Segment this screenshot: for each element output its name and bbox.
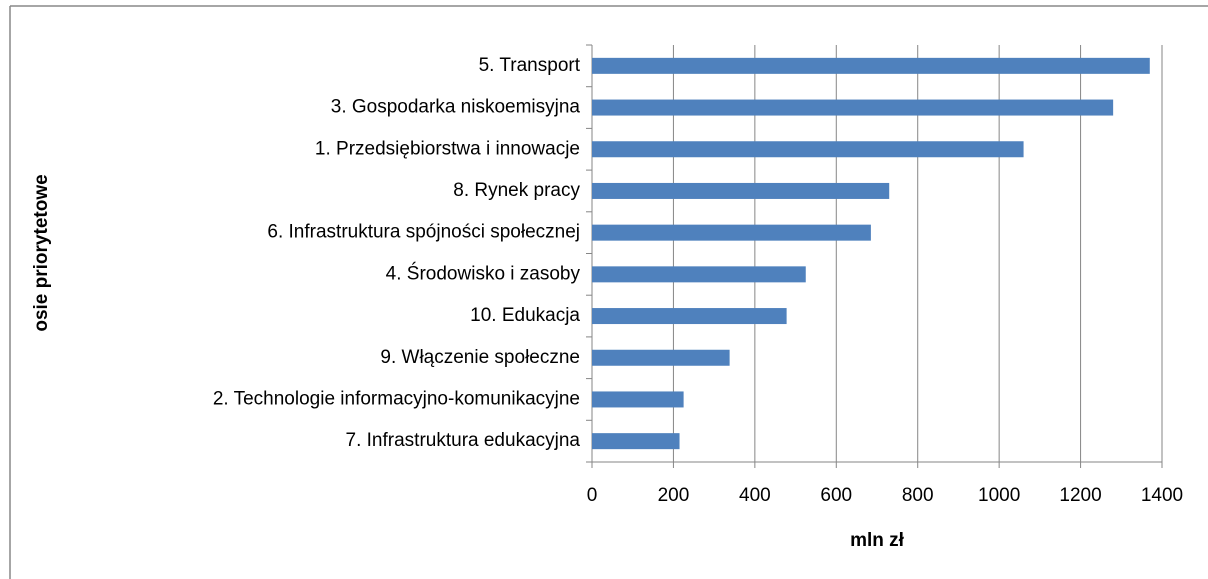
x-tick-label: 200 bbox=[658, 485, 690, 506]
x-tick-label: 800 bbox=[902, 485, 934, 506]
bar bbox=[592, 349, 730, 366]
x-tick-label: 1200 bbox=[1059, 485, 1101, 506]
x-tick-label: 0 bbox=[587, 485, 598, 506]
y-tick-label: 10. Edukacja bbox=[470, 305, 580, 326]
y-tick-label: 1. Przedsiębiorstwa i innowacje bbox=[315, 138, 580, 159]
y-tick-label: 4. Środowisko i zasoby bbox=[386, 262, 581, 284]
bar bbox=[592, 99, 1114, 116]
x-tick-label: 600 bbox=[820, 485, 852, 506]
x-tick-label: 400 bbox=[739, 485, 771, 506]
y-tick-label: 8. Rynek pracy bbox=[453, 180, 580, 201]
bar bbox=[592, 141, 1024, 158]
bar bbox=[592, 308, 787, 325]
bar bbox=[592, 433, 680, 450]
bar bbox=[592, 182, 890, 199]
bar bbox=[592, 57, 1150, 74]
y-axis-title: osie priorytetowe bbox=[31, 174, 52, 331]
x-tick-label: 1000 bbox=[978, 485, 1020, 506]
bar bbox=[592, 266, 806, 283]
bar bbox=[592, 224, 871, 241]
x-tick-label: 1400 bbox=[1141, 485, 1183, 506]
y-tick-label: 7. Infrastruktura edukacyjna bbox=[346, 430, 581, 451]
y-tick-label: 5. Transport bbox=[479, 55, 581, 76]
y-tick-label: 3. Gospodarka niskoemisyjna bbox=[331, 97, 581, 118]
y-tick-label: 9. Włączenie społeczne bbox=[380, 347, 580, 368]
x-axis-title: mln zł bbox=[850, 530, 905, 551]
bar bbox=[592, 391, 684, 408]
y-tick-label: 2. Technologie informacyjno-komunikacyjn… bbox=[213, 388, 580, 409]
y-tick-label: 6. Infrastruktura spójności społecznej bbox=[267, 222, 580, 243]
